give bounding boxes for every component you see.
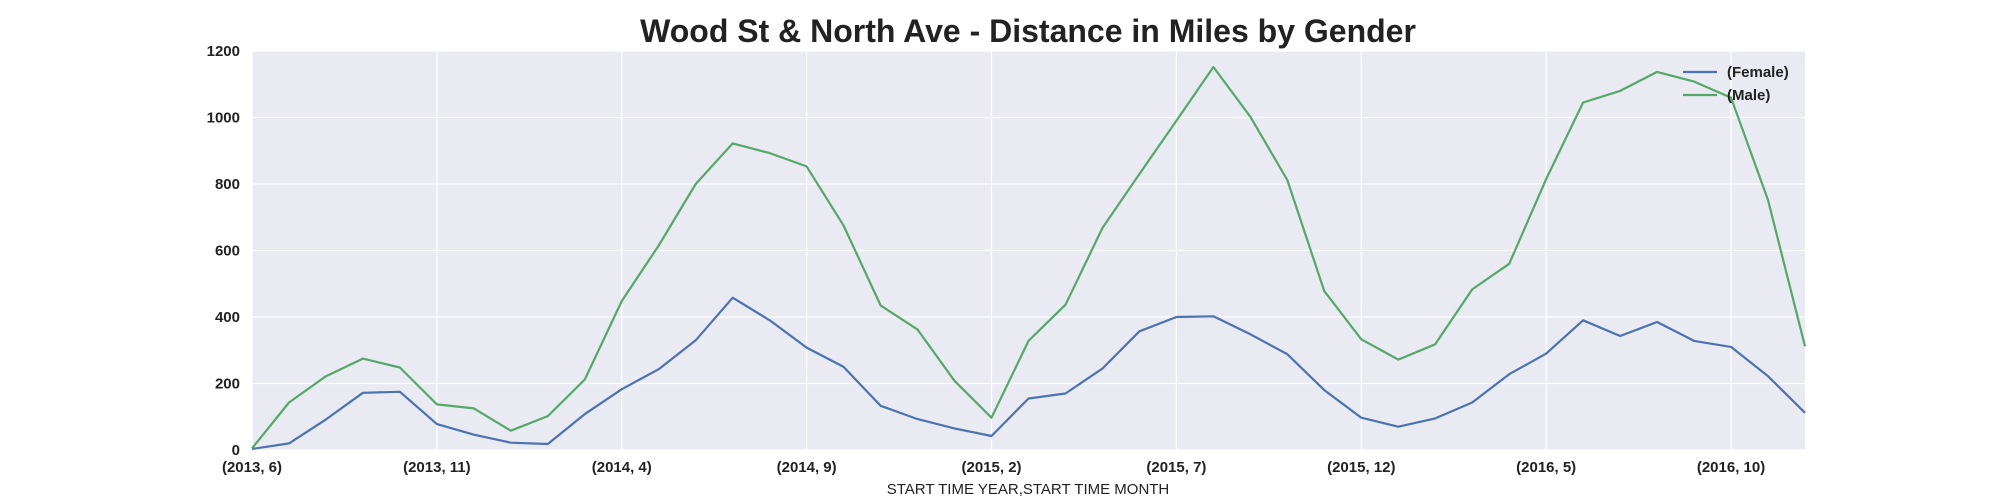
x-tick-label: (2014, 4) bbox=[592, 459, 652, 476]
y-tick-label: 600 bbox=[215, 243, 240, 260]
x-tick-label: (2015, 12) bbox=[1327, 459, 1395, 476]
chart-title: Wood St & North Ave - Distance in Miles … bbox=[640, 13, 1416, 49]
series-line-male bbox=[251, 65, 1807, 449]
y-tick-label: 1000 bbox=[207, 110, 240, 127]
series-lines bbox=[251, 65, 1807, 451]
legend-label-male: (Male) bbox=[1727, 87, 1770, 104]
x-tick-label: (2013, 6) bbox=[222, 459, 282, 476]
y-tick-label: 800 bbox=[215, 176, 240, 193]
y-axis-ticks: 0 200 400 600 800 1000 1200 bbox=[207, 43, 240, 459]
series-line-female bbox=[251, 296, 1806, 451]
legend-label-female: (Female) bbox=[1727, 64, 1789, 81]
x-tick-label: (2013, 11) bbox=[403, 459, 471, 476]
x-tick-label: (2016, 10) bbox=[1697, 459, 1765, 476]
x-tick-label: (2015, 7) bbox=[1146, 459, 1206, 476]
grid-lines bbox=[251, 50, 1805, 451]
x-tick-label: (2015, 2) bbox=[962, 459, 1022, 476]
y-tick-label: 1200 bbox=[207, 43, 240, 60]
x-axis-ticks: (2013, 6) (2013, 11) (2014, 4) (2014, 9) (20… bbox=[222, 459, 1765, 476]
x-tick-label: (2014, 9) bbox=[777, 459, 837, 476]
x-axis-label: START TIME YEAR,START TIME MONTH bbox=[887, 481, 1170, 498]
y-tick-label: 0 bbox=[232, 442, 240, 459]
y-tick-label: 200 bbox=[215, 376, 240, 393]
x-tick-label: (2016, 5) bbox=[1516, 459, 1576, 476]
y-tick-label: 400 bbox=[215, 309, 240, 326]
legend: (Female) (Male) bbox=[1683, 64, 1789, 104]
